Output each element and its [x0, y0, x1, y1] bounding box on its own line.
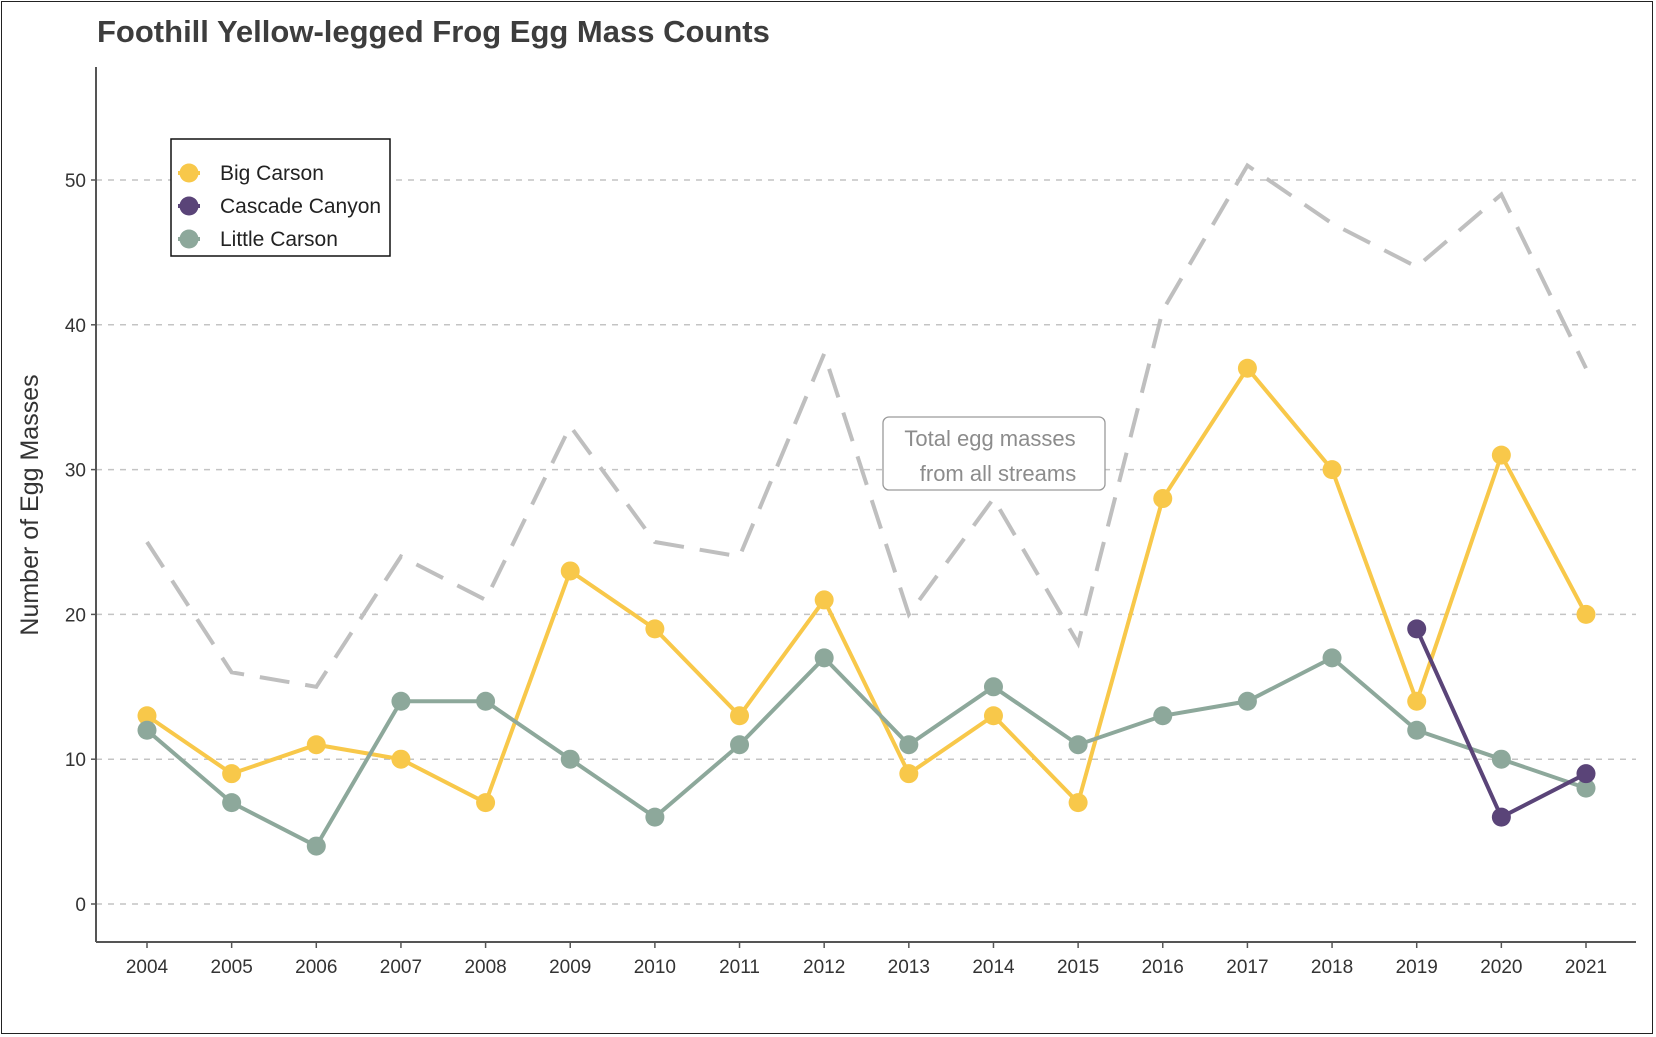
data-point [560, 561, 580, 581]
x-tick-label: 2007 [380, 957, 422, 978]
legend-key-marker [179, 229, 199, 249]
data-point [222, 793, 242, 813]
data-point [306, 836, 326, 856]
data-point [814, 590, 834, 610]
data-point [560, 749, 580, 769]
data-point [1153, 489, 1173, 509]
data-point [1576, 764, 1596, 784]
data-point [1068, 793, 1088, 813]
data-point [1237, 358, 1257, 378]
data-point [137, 706, 157, 726]
data-point [1153, 706, 1173, 726]
data-point [730, 735, 750, 755]
x-tick-label: 2016 [1142, 957, 1184, 978]
legend-key-marker [179, 163, 199, 183]
legend: Big Carson Cascade Canyon Little Carson [170, 138, 391, 257]
x-tick-label: 2005 [211, 957, 253, 978]
data-point [1491, 749, 1511, 769]
y-axis-label: Number of Egg Masses [16, 374, 44, 635]
data-point [137, 720, 157, 740]
data-point [1407, 619, 1427, 639]
y-tick-label: 30 [65, 461, 86, 482]
data-point [222, 764, 242, 784]
legend-key-marker [179, 196, 199, 216]
data-point [1068, 735, 1088, 755]
y-tick-label: 10 [65, 750, 86, 771]
data-point [814, 648, 834, 668]
x-tick-label: 2012 [803, 957, 845, 978]
x-tick-label: 2008 [464, 957, 506, 978]
data-point [1407, 691, 1427, 711]
x-tick-label: 2011 [719, 957, 760, 978]
x-tick-label: 2009 [549, 957, 591, 978]
data-point [1576, 604, 1596, 624]
x-tick-label: 2006 [295, 957, 337, 978]
data-point [1322, 648, 1342, 668]
x-tick-label: 2010 [634, 957, 676, 978]
chart-title: Foothill Yellow-legged Frog Egg Mass Cou… [97, 14, 770, 49]
x-tick-label: 2021 [1565, 957, 1607, 978]
legend-label: Cascade Canyon [220, 195, 381, 218]
legend-label: Little Carson [220, 228, 338, 251]
annotation-line-1: Total egg masses [904, 426, 1075, 451]
x-tick-label: 2013 [888, 957, 930, 978]
legend-label: Big Carson [220, 162, 324, 185]
data-point [476, 793, 496, 813]
data-point [1491, 807, 1511, 827]
x-tick-label: 2014 [972, 957, 1015, 978]
data-point [1237, 691, 1257, 711]
data-point [899, 764, 919, 784]
y-tick-label: 50 [65, 171, 86, 192]
y-tick-label: 20 [65, 605, 86, 626]
data-point [391, 691, 411, 711]
x-tick-label: 2020 [1480, 957, 1522, 978]
x-tick-label: 2004 [126, 957, 169, 978]
annotation: Total egg masses from all streams [882, 416, 1106, 491]
data-point [983, 677, 1003, 697]
data-point [391, 749, 411, 769]
x-tick-label: 2019 [1396, 957, 1438, 978]
y-tick-label: 40 [65, 316, 86, 337]
data-point [645, 807, 665, 827]
data-point [1322, 460, 1342, 480]
x-tick-label: 2015 [1057, 957, 1099, 978]
y-tick-label: 0 [75, 895, 86, 916]
data-point [306, 735, 326, 755]
x-tick-label: 2017 [1226, 957, 1268, 978]
x-tick-label: 2018 [1311, 957, 1353, 978]
data-point [899, 735, 919, 755]
data-point [983, 706, 1003, 726]
data-point [645, 619, 665, 639]
total-line [145, 162, 1588, 689]
data-point [1576, 778, 1596, 798]
data-point [730, 706, 750, 726]
data-point [476, 691, 496, 711]
series-line-big-carson [145, 364, 1588, 807]
series-line-cascade-canyon [1414, 628, 1587, 820]
annotation-line-2: from all streams [920, 461, 1076, 486]
series-line-little-carson [145, 654, 1587, 849]
data-point [1407, 720, 1427, 740]
data-point [1491, 445, 1511, 465]
